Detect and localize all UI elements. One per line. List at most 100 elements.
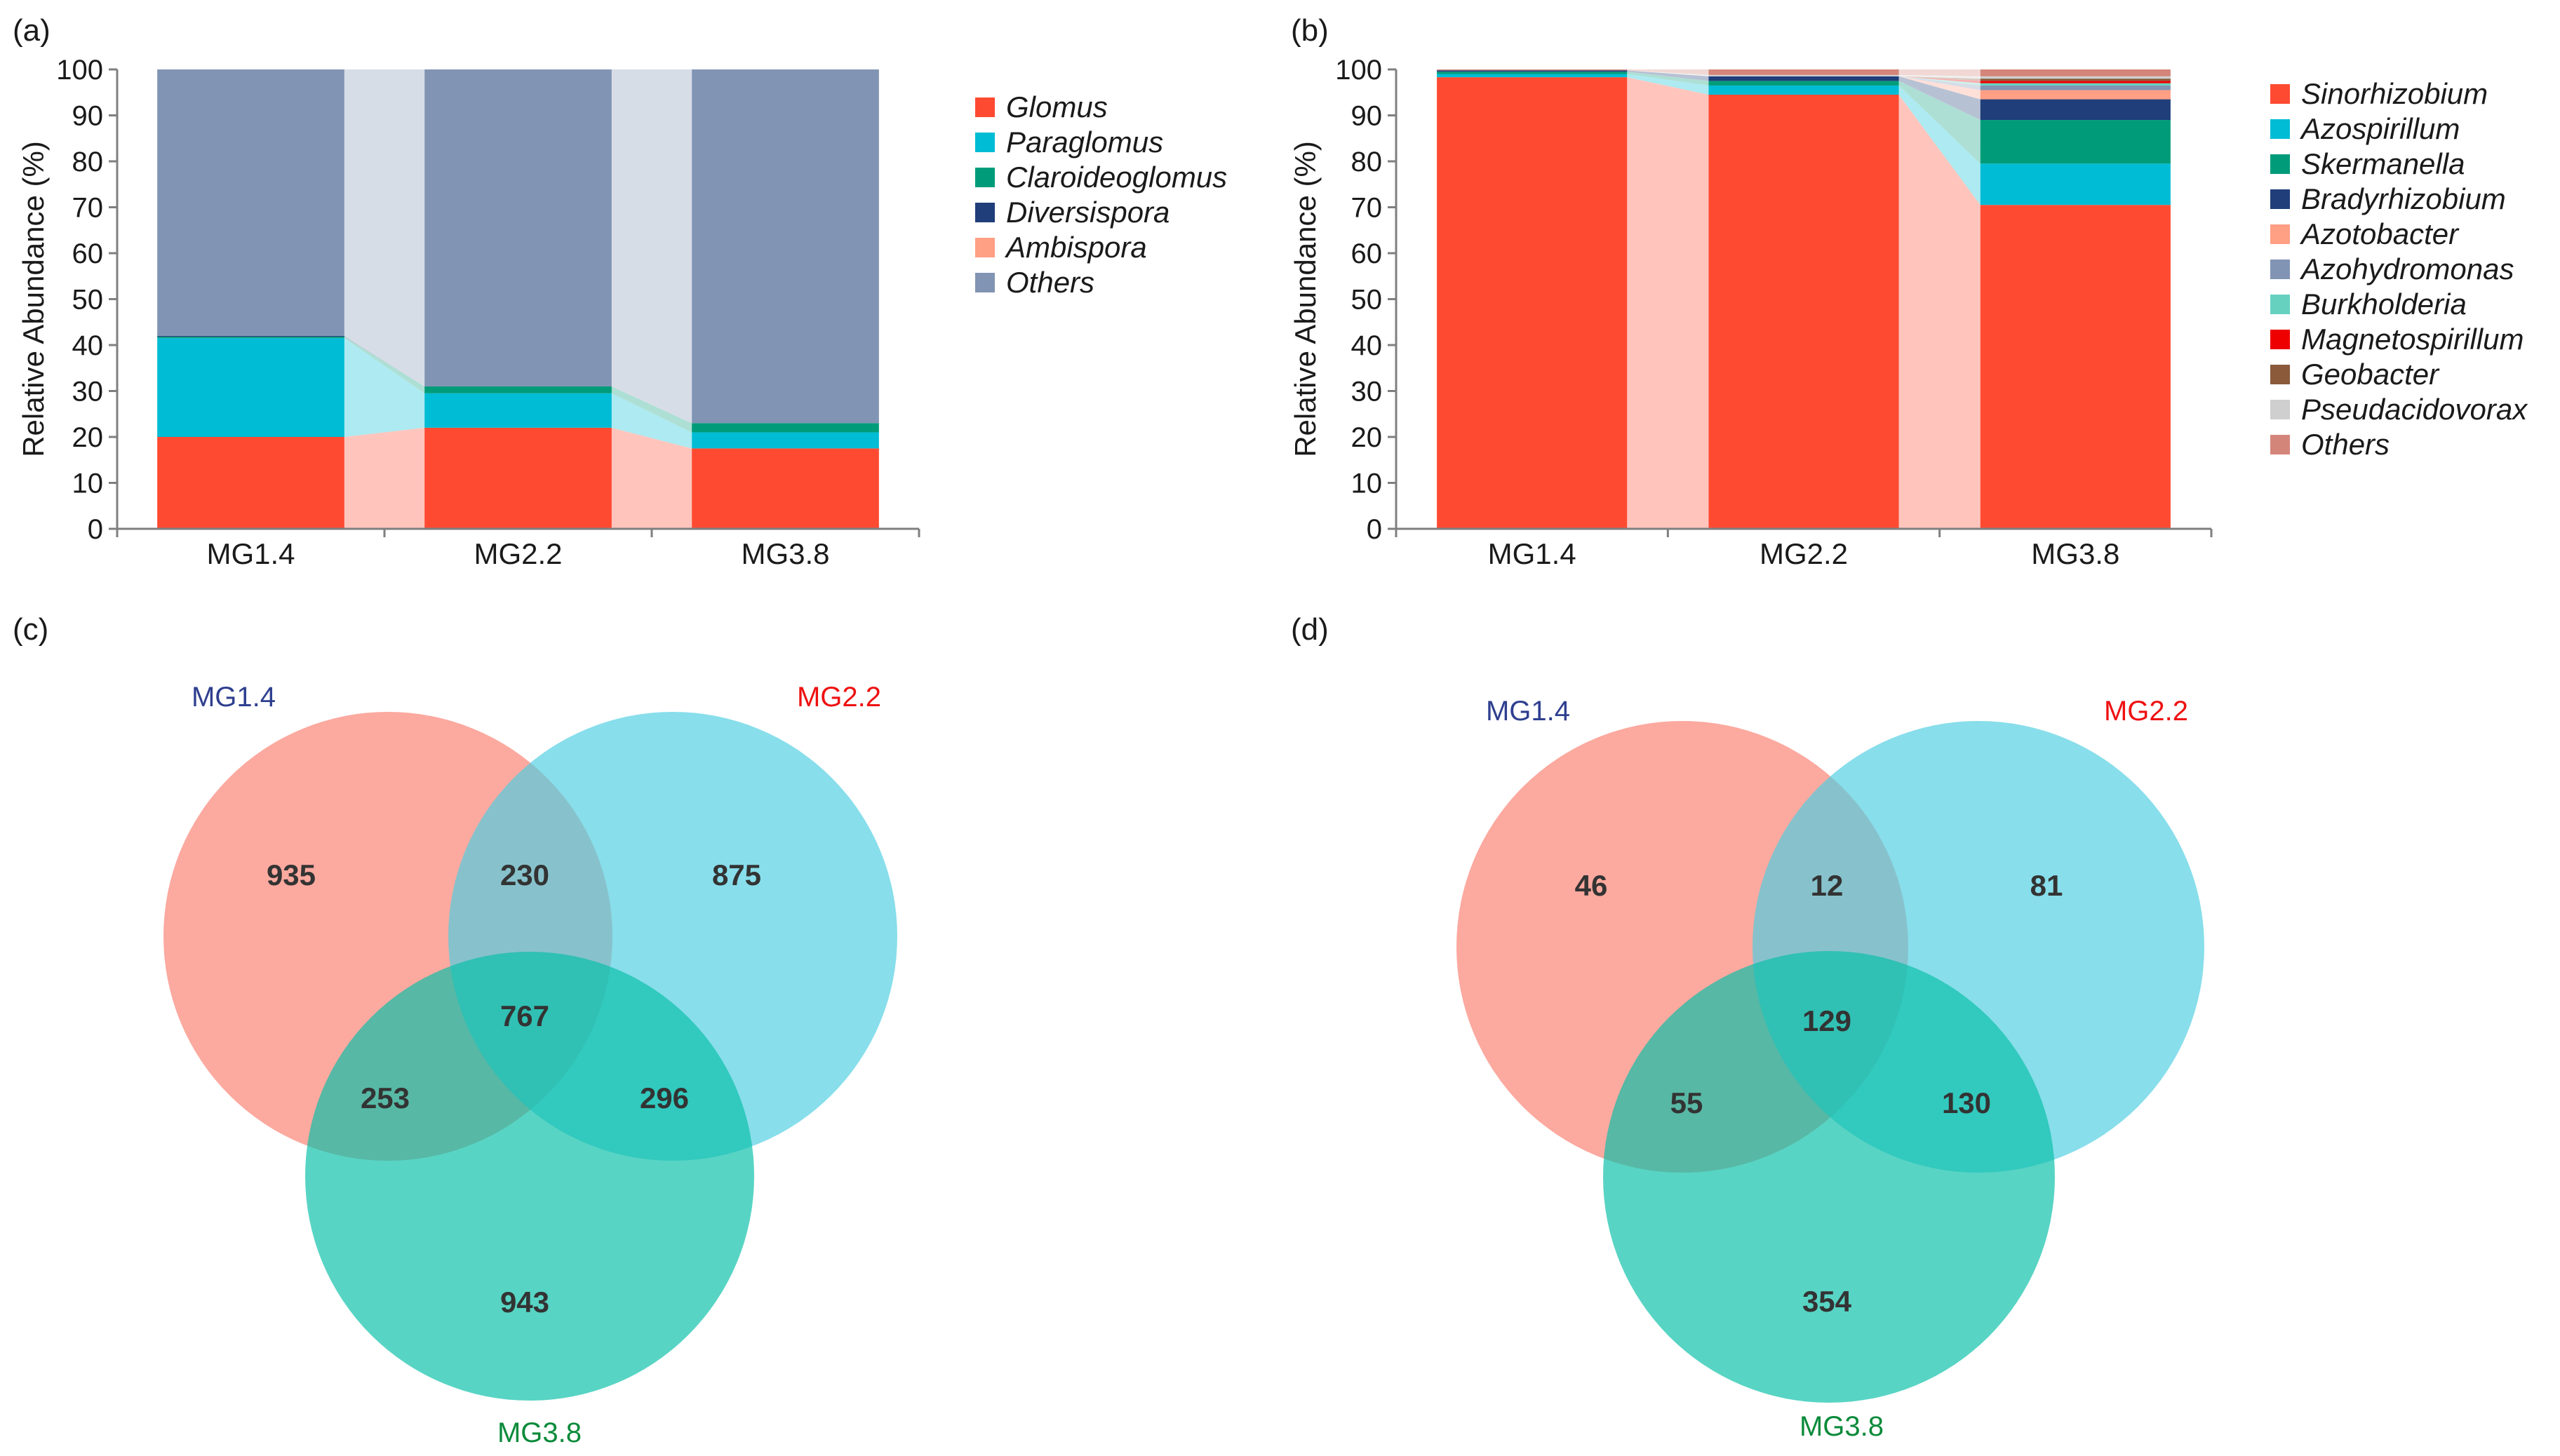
bar-segment-glomus-mg2.2 [424, 427, 612, 529]
y-tick-label: 70 [1351, 193, 1383, 224]
y-tick-label: 20 [72, 422, 104, 453]
panel-0-stacked-bar-chart: (a) 0 10 20 30 40 50 60 70 80 90 100 MG1.4 MG2.2 MG3.8… [13, 13, 1227, 570]
connector-bradyrhizobium [1898, 76, 1981, 120]
panel-label: (d) [1291, 612, 1329, 647]
panel-label: (c) [13, 612, 48, 647]
connector-claroideoglomus [344, 337, 425, 393]
bar-segment-others-mg1.4 [157, 69, 344, 336]
bar-segment-azohydromonas-mg3.8 [1980, 85, 2171, 90]
bar-segment-paraglomus-mg3.8 [692, 432, 879, 449]
y-tick-label: 100 [56, 55, 103, 86]
legend-swatch-others [975, 273, 995, 292]
venn-count-a-c: 55 [1670, 1086, 1703, 1119]
connector-skermanella [1627, 72, 1709, 86]
connector-azotobacter [1898, 76, 1981, 100]
legend-label: Pseudacidovorax [2301, 393, 2528, 426]
x-tick-label: MG1.4 [1488, 537, 1576, 570]
bar-segment-skermanella-mg3.8 [1980, 120, 2171, 164]
legend: GlomusParaglomusClaroideoglomusDiversisp… [975, 90, 1227, 299]
panel-2-venn-diagram: (c) MG1.4 MG2.2 MG3.8 935 230 875 767 253 296 943 [13, 612, 897, 1448]
bar-segment-glomus-mg3.8 [692, 448, 879, 529]
x-tick-label: MG2.2 [1760, 537, 1848, 570]
y-tick-label: 30 [72, 377, 104, 407]
y-tick-label: 0 [1367, 514, 1382, 545]
connector-paraglomus [611, 393, 692, 449]
legend-label: Geobacter [2301, 358, 2440, 391]
y-tick-label: 50 [1351, 285, 1383, 316]
connector-azospirillum [1627, 74, 1709, 95]
y-tick-label: 90 [72, 101, 104, 132]
y-tick-label: 70 [72, 193, 104, 224]
connector-magnetospirillum [1898, 76, 1981, 83]
legend-label: Azohydromonas [2299, 252, 2514, 285]
panel-label: (a) [13, 13, 51, 48]
venn-set-label: MG2.2 [2104, 696, 2188, 727]
bar-segment-pseudacidovorax-mg3.8 [1980, 76, 2171, 79]
bar-segments [157, 69, 879, 529]
connector-bands [344, 69, 692, 529]
legend-swatch-sinorhizobium [2270, 84, 2290, 104]
x-tick-label: MG3.8 [2031, 537, 2119, 570]
y-axis-title: Relative Abundance (%) [17, 141, 50, 457]
venn-count-b-c: 130 [1942, 1086, 1991, 1119]
bar-segment-sinorhizobium-mg2.2 [1708, 95, 1899, 529]
connector-sinorhizobium [1627, 77, 1709, 530]
bar-segment-magnetospirillum-mg3.8 [1980, 81, 2171, 83]
legend-label: Bradyrhizobium [2301, 182, 2506, 215]
y-tick-label: 40 [1351, 330, 1383, 361]
bar-segment-bradyrhizobium-mg2.2 [1708, 76, 1899, 81]
venn-circle-mg3-8 [1603, 951, 2055, 1403]
connector-pseudacidovorax [1898, 74, 1981, 79]
panel-label: (b) [1291, 13, 1329, 48]
venn-count-a-c: 253 [361, 1081, 410, 1114]
connector-diversispora [344, 335, 425, 386]
legend-label: Sinorhizobium [2301, 77, 2488, 110]
venn-circles [163, 712, 897, 1401]
legend-label: Glomus [1006, 90, 1108, 123]
legend-label: Ambispora [1004, 231, 1147, 264]
connector-azohydromonas [1898, 76, 1981, 90]
connector-burkholderia [1898, 76, 1981, 86]
bar-segment-geobacter-mg3.8 [1980, 79, 2171, 81]
bar-segment-azospirillum-mg2.2 [1708, 85, 1899, 95]
legend: SinorhizobiumAzospirillumSkermanellaBrad… [2270, 77, 2528, 461]
y-tick-label: 80 [72, 147, 104, 177]
legend-swatch-others [2270, 435, 2290, 454]
y-tick-label: 10 [72, 469, 104, 499]
connector-sinorhizobium [1898, 95, 1981, 529]
connector-glomus [611, 427, 692, 529]
bar-segment-sinorhizobium-mg3.8 [1980, 205, 2171, 529]
x-tick-label: MG3.8 [741, 537, 829, 570]
y-tick-label: 90 [1351, 101, 1383, 132]
connector-pseudacidovorax [1627, 70, 1709, 76]
connector-others [1898, 69, 1981, 76]
x-tick-label: MG2.2 [474, 537, 562, 570]
legend-swatch-glomus [975, 97, 995, 117]
y-tick-label: 0 [88, 514, 103, 545]
venn-set-label: MG3.8 [1800, 1411, 1884, 1442]
bar-segment-paraglomus-mg1.4 [157, 338, 344, 437]
bar-segment-glomus-mg1.4 [157, 437, 344, 529]
connector-others [611, 69, 692, 424]
connector-bands [1627, 69, 1981, 530]
connector-others [344, 69, 425, 386]
connector-glomus [344, 427, 425, 529]
venn-count-a-b: 230 [500, 858, 549, 891]
bar-segment-diversispora-mg1.4 [157, 335, 344, 337]
venn-count-abc: 767 [500, 999, 549, 1032]
legend-swatch-pseudacidovorax [2270, 400, 2290, 419]
bar-segments [1437, 69, 2171, 529]
connector-azospirillum [1898, 85, 1981, 205]
connector-skermanella [1898, 81, 1981, 164]
bar-segment-bradyrhizobium-mg3.8 [1980, 99, 2171, 121]
venn-circles [1456, 721, 2204, 1403]
y-tick-label: 60 [72, 238, 104, 269]
y-tick-label: 80 [1351, 147, 1383, 177]
venn-count-only-c: 943 [500, 1286, 549, 1319]
bar-segment-azospirillum-mg1.4 [1437, 74, 1628, 78]
venn-count-only-c: 354 [1802, 1285, 1852, 1318]
venn-count-only-b: 875 [712, 858, 761, 891]
x-tick-label: MG1.4 [206, 537, 295, 570]
legend-swatch-ambispora [975, 238, 995, 257]
